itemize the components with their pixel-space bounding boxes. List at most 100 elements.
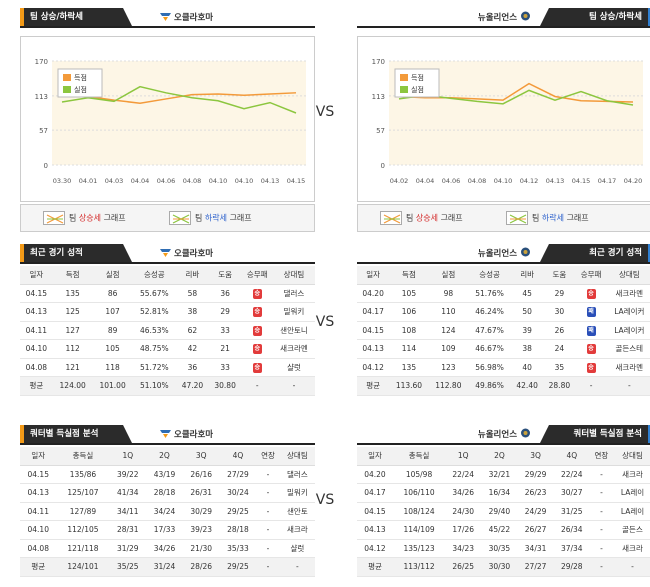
left-trend-chart: 170 113 57 0 03.30 04.01 04.03 04.04 04.06 04.08 0… — [20, 36, 315, 202]
result-badge: 승 — [586, 344, 596, 355]
y-tick-label: 0 — [381, 162, 385, 170]
table-cell: 승 — [241, 321, 273, 340]
table-cell: 41/34 — [109, 483, 147, 503]
table-cell: - — [606, 376, 650, 396]
column-header: 상대팀 — [272, 266, 315, 285]
x-tick-label: 04.13 — [261, 177, 280, 185]
legend-label: 득점 — [411, 74, 424, 82]
table-cell: 밀워키 — [272, 302, 315, 322]
column-header: 3Q — [517, 447, 554, 466]
pelicans-logo-icon — [521, 11, 530, 21]
column-header: 도움 — [543, 266, 576, 285]
right-recent-table: 일자 득점 실점 승성공 리바 도움 승무패 상대팀 04.20 105 98 51.76% 45 29 승… — [357, 266, 650, 396]
right-team-name: 뉴올리언스 — [478, 11, 534, 23]
table-cell: 29/28 — [553, 557, 590, 577]
x-tick-label: 04.10 — [209, 177, 228, 185]
table-row: 04.10 112/105 28/31 17/33 39/23 28/18- 새크라 — [20, 520, 315, 540]
vs-label-top: VS — [315, 104, 335, 120]
table-cell: 118 — [92, 358, 133, 377]
x-tick-label: 04.15 — [287, 177, 306, 185]
table-cell: 승 — [241, 339, 273, 359]
x-tick-label: 03.30 — [53, 177, 72, 185]
table-cell: - — [279, 557, 315, 577]
table-row: 04.08 121/118 31/29 34/26 21/30 35/33- 샬럿 — [20, 539, 315, 558]
table-cell: 새크라 — [612, 465, 650, 484]
table-cell: - — [256, 557, 280, 577]
table-row: 04.17 106 110 46.24% 50 30 패 LA레이커 — [357, 302, 650, 322]
table-cell: 39 — [511, 321, 544, 340]
right-down-trend-button[interactable]: 팀 하락세 그래프 — [506, 211, 589, 226]
column-header: 승성공 — [132, 266, 177, 285]
table-cell: - — [256, 465, 280, 484]
table-cell: 51.10% — [132, 376, 177, 396]
table-cell: 106/110 — [392, 483, 446, 503]
table-cell: 04.13 — [357, 339, 390, 359]
right-trend-chart: 170 113 57 0 04.02 04.04 04.06 04.08 04.10 04.12 0… — [357, 36, 650, 202]
table-cell: 29 — [543, 284, 576, 303]
table-cell: 샌안토니 — [272, 321, 315, 340]
table-row: 04.10 112 105 48.75% 42 21 승 새크라멘 — [20, 339, 315, 359]
x-tick-label: 04.06 — [157, 177, 176, 185]
table-cell: 승 — [241, 284, 273, 303]
table-cell: 36 — [176, 358, 209, 377]
table-cell: - — [589, 557, 613, 577]
series-line-allowed — [61, 85, 297, 114]
table-row: 04.15 108 124 47.67% 39 26 패 LA레이커 — [357, 321, 650, 340]
column-header: 총득실 — [392, 447, 446, 466]
column-header: 승무패 — [241, 266, 273, 285]
table-cell: 평균 — [357, 376, 390, 396]
table-cell: 38 — [511, 339, 544, 359]
table-cell: 108 — [389, 321, 429, 340]
table-cell: 골든스 — [612, 520, 650, 540]
legend-label: 실점 — [411, 85, 424, 94]
left-recent-panel: 최근 경기 성적 오클라호마 일자 득점 실점 승성공 리바 도움 승무패 상대팀 04.15 1… — [20, 244, 315, 396]
table-cell: 45/22 — [481, 520, 518, 540]
table-cell: 새크라멘 — [272, 339, 315, 359]
table-cell: 34/31 — [517, 539, 554, 558]
left-trend-tab: 팀 상승/하락세 — [20, 8, 132, 26]
table-cell: 샌안토 — [279, 502, 315, 521]
table-cell: 30/30 — [481, 557, 518, 577]
y-tick-label: 57 — [376, 127, 385, 135]
right-up-trend-button[interactable]: 팀 상승세 그래프 — [380, 211, 463, 226]
table-cell: 89 — [92, 321, 133, 340]
left-trend-header: 팀 상승/하락세 오클라호마 — [20, 8, 315, 28]
left-up-trend-button[interactable]: 팀 상승세 그래프 — [43, 211, 126, 226]
column-header: 일자 — [357, 447, 393, 466]
table-cell: - — [241, 376, 273, 396]
table-cell: 29/29 — [517, 465, 554, 484]
column-header: 4Q — [553, 447, 590, 466]
x-tick-label: 04.12 — [520, 177, 539, 185]
table-cell: 36 — [208, 284, 242, 303]
table-cell: LA레이커 — [606, 321, 650, 340]
table-row: 04.15 108/124 24/30 29/40 24/29 31/25- LA레이 — [357, 502, 650, 521]
table-cell: 31/24 — [146, 557, 183, 577]
table-header-row: 일자 총득실 1Q 2Q 3Q 4Q 연장 상대팀 — [357, 447, 650, 466]
result-badge: 승 — [252, 344, 262, 355]
trend-swatch-icon — [506, 211, 528, 225]
column-header: 2Q — [481, 447, 518, 466]
x-tick-label: 04.08 — [183, 177, 202, 185]
thunder-logo-icon — [160, 430, 171, 438]
table-cell: 04.15 — [357, 321, 390, 340]
right-team-name: 뉴올리언스 — [478, 247, 534, 259]
result-badge: 승 — [586, 288, 596, 299]
table-cell: - — [256, 539, 280, 558]
column-header: 득점 — [52, 266, 93, 285]
legend-swatch — [63, 86, 71, 93]
right-recent-tab: 최근 경기 성적 — [540, 244, 650, 262]
table-cell: 04.08 — [20, 539, 57, 558]
table-cell: 48.75% — [132, 339, 177, 359]
left-down-trend-button[interactable]: 팀 하락세 그래프 — [169, 211, 252, 226]
table-cell: 114/109 — [392, 520, 446, 540]
table-cell: 패 — [575, 321, 607, 340]
table-cell: 04.12 — [357, 539, 393, 558]
table-cell: 04.13 — [20, 483, 57, 503]
thunder-logo-icon — [160, 13, 171, 21]
table-cell: 17/26 — [445, 520, 482, 540]
table-cell: 04.12 — [357, 358, 390, 377]
table-cell: 112 — [52, 339, 93, 359]
table-cell: 47.67% — [468, 321, 512, 340]
result-badge: 승 — [252, 325, 262, 336]
legend-swatch — [400, 86, 408, 93]
